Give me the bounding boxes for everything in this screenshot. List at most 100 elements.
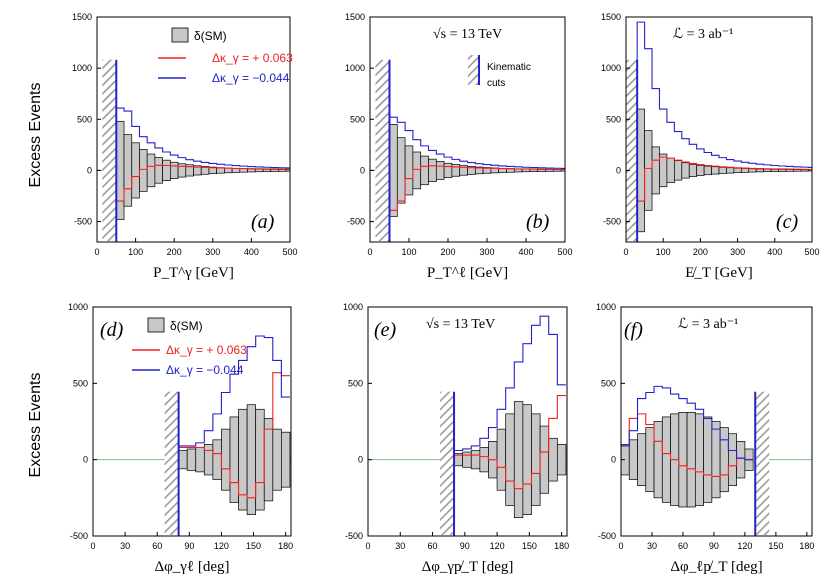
- plot-frame: [367, 306, 568, 537]
- x-tick-label: 30: [120, 541, 130, 551]
- sm-bar: [800, 169, 809, 172]
- sm-bar: [262, 168, 272, 172]
- red-series: [621, 413, 754, 478]
- sm-bar: [728, 433, 737, 486]
- sm-bar: [247, 168, 256, 173]
- red-series: [453, 394, 566, 490]
- y-tick-label: 0: [360, 165, 365, 175]
- x-tick-label: 200: [167, 247, 182, 257]
- legend-sm-label: δ(SM): [194, 29, 227, 43]
- sm-bar: [736, 440, 746, 479]
- blue-series: [178, 335, 290, 460]
- sm-bar: [711, 421, 721, 499]
- sm-bar: [770, 168, 779, 172]
- sm-bar: [177, 163, 187, 178]
- x-tick-label: 500: [804, 247, 819, 257]
- plot-area: [370, 59, 565, 242]
- y-tick-label: 1500: [345, 12, 365, 22]
- plot-area: [621, 385, 812, 536]
- panel-label: (f): [624, 319, 643, 341]
- sm-bar: [807, 169, 812, 172]
- sm-bar: [522, 404, 532, 515]
- x-tick-label: 300: [730, 247, 745, 257]
- sm-bar: [711, 166, 720, 175]
- sm-bar: [470, 450, 481, 470]
- y-tick-label: -500: [347, 217, 365, 227]
- y-tick-label: 1000: [72, 63, 92, 73]
- sm-bar: [793, 169, 802, 172]
- y-tick-label: 0: [358, 455, 363, 465]
- y-tick-label: 500: [73, 378, 88, 388]
- x-tick-label: 400: [244, 247, 259, 257]
- blue-series: [636, 21, 812, 171]
- sm-bar: [195, 447, 205, 473]
- x-tick-label: 500: [557, 247, 572, 257]
- x-tick-label: 60: [678, 541, 688, 551]
- sm-bar: [748, 168, 757, 173]
- lumi-text-c: ℒ = 3 ab⁻¹: [673, 27, 733, 42]
- sm-bar: [740, 168, 750, 173]
- legend-blue-label: Δκ_γ = −0.044: [166, 363, 244, 377]
- y-axis-title-bottom: Excess Events: [27, 373, 44, 478]
- sm-bar: [505, 413, 515, 506]
- sm-bar: [281, 431, 291, 488]
- sm-bar: [703, 416, 713, 503]
- sm-bar: [659, 153, 668, 188]
- sm-bar: [628, 439, 638, 480]
- x-tick-label: 0: [365, 541, 370, 551]
- sm-bar: [186, 448, 197, 471]
- y-tick-label: 1500: [601, 12, 621, 22]
- panel-label: (e): [374, 319, 397, 341]
- y-tick-label: -500: [345, 531, 363, 541]
- y-tick-label: 1500: [72, 12, 92, 22]
- sm-bar: [131, 142, 140, 199]
- sm-bar: [462, 451, 472, 468]
- red-series: [178, 372, 290, 499]
- sm-bar: [451, 164, 461, 177]
- legend-sm-label: δ(SM): [170, 319, 203, 333]
- y-axis-title-top: Excess Events: [27, 83, 44, 188]
- x-axis-label: P_T^ℓ [GeV]: [427, 265, 508, 281]
- sm-bar: [719, 427, 729, 493]
- plot-area: [368, 315, 567, 536]
- sm-bar: [420, 155, 429, 186]
- red-series: [115, 164, 290, 202]
- x-tick-label: 150: [246, 541, 261, 551]
- sm-bar: [285, 169, 290, 172]
- sm-bar: [686, 411, 696, 508]
- y-tick-label: -500: [74, 217, 92, 227]
- x-tick-label: 100: [656, 247, 671, 257]
- x-tick-label: 0: [618, 541, 623, 551]
- panel-b: 0 100 200 300 400 500 -500 0 500 1000 1500 (b) P_T^ℓ…: [345, 12, 573, 281]
- cut-legend-line2: cuts: [487, 78, 505, 89]
- sm-bar: [645, 427, 655, 493]
- plot-frame: [96, 16, 291, 243]
- sm-bar: [556, 444, 567, 476]
- sm-bar: [221, 428, 231, 491]
- y-tick-label: 1000: [345, 63, 365, 73]
- lumi-text-f: ℒ = 3 ab⁻¹: [678, 317, 738, 332]
- sm-bar: [396, 137, 406, 204]
- y-tick-label: 0: [87, 165, 92, 175]
- x-tick-label: 60: [428, 541, 438, 551]
- x-tick-label: 0: [90, 541, 95, 551]
- sm-bar: [763, 168, 772, 172]
- y-tick-label: 500: [350, 114, 365, 124]
- x-tick-label: 180: [278, 541, 293, 551]
- sm-bar: [412, 151, 422, 190]
- sm-bar: [539, 425, 550, 494]
- cut-hatch: [102, 59, 117, 241]
- cut-hatch-swatch: [468, 55, 478, 85]
- x-axis-label: Δφ_γp̸_T [deg]: [422, 559, 514, 575]
- x-tick-label: 180: [799, 541, 814, 551]
- sm-bar: [726, 167, 735, 174]
- legend-red-label: Δκ_γ = + 0.063: [212, 51, 293, 65]
- sm-bar: [435, 161, 445, 180]
- y-tick-label: -500: [70, 531, 88, 541]
- sm-bar: [203, 444, 214, 476]
- y-tick-label: 500: [601, 378, 616, 388]
- blue-series: [388, 116, 565, 171]
- sm-bar: [694, 413, 704, 506]
- y-tick-label: 0: [616, 165, 621, 175]
